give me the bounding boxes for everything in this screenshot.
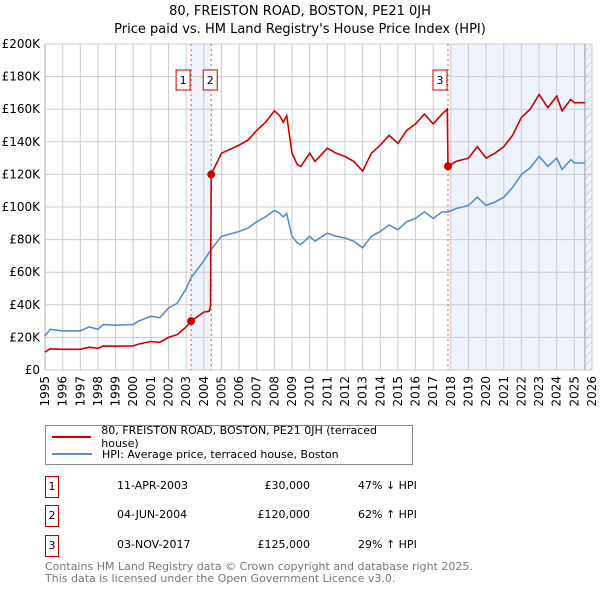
sale-hpi-diff: 29% ↑ HPI — [358, 538, 417, 551]
legend-label: 80, FREISTON ROAD, BOSTON, PE21 0JH (ter… — [101, 424, 378, 450]
x-tick-label: 2016 — [409, 376, 423, 407]
x-tick-label: 2018 — [444, 376, 458, 407]
x-tick-label: 1997 — [73, 376, 87, 407]
x-tick-label: 2002 — [162, 376, 176, 407]
sale-row: 3 03-NOV-2017 £125,000 29% ↑ HPI — [45, 535, 445, 557]
x-tick-label: 2019 — [461, 376, 475, 407]
y-tick-label: £60K — [9, 265, 41, 279]
sale-hpi-diff: 62% ↑ HPI — [358, 508, 417, 521]
sale-label-box — [202, 69, 218, 91]
sale-hpi-diff: 47% ↓ HPI — [358, 479, 417, 492]
y-tick-label: £140K — [2, 135, 42, 149]
legend-label: HPI: Average price, terraced house, Bost… — [102, 447, 339, 461]
sale-row: 1 11-APR-2003 £30,000 47% ↓ HPI — [45, 476, 445, 498]
footer-copyright: Contains HM Land Registry data © Crown c… — [45, 560, 473, 573]
chart-title: 80, FREISTON ROAD, BOSTON, PE21 0JH — [169, 4, 431, 19]
chart-legend: 80, FREISTON ROAD, BOSTON, PE21 0JH (ter… — [45, 424, 413, 465]
sale-label-text: 3 — [437, 74, 444, 87]
sale-point — [444, 162, 453, 171]
x-tick-label: 2012 — [338, 376, 352, 407]
x-tick-label: 2011 — [320, 376, 334, 407]
price-chart: 1995 1996 1997 1998 1999 2000 2001 2002 2003 2004… — [2, 37, 599, 407]
y-tick-label: £180K — [2, 70, 42, 84]
x-tick-label: 2009 — [285, 376, 299, 407]
x-tick-label: 2022 — [514, 376, 528, 407]
x-tick-label: 2021 — [497, 376, 511, 407]
x-tick-label: 2006 — [232, 376, 246, 407]
sale-label-text: 1 — [180, 74, 187, 87]
legend-swatch-blue — [52, 453, 92, 455]
sale-point — [207, 170, 216, 179]
chart-subtitle: Price paid vs. HM Land Registry's House … — [114, 22, 486, 37]
x-tick-label: 1998 — [91, 376, 105, 407]
legend-item-hpi: HPI: Average price, terraced house, Bost… — [52, 446, 339, 462]
sale-label-box — [432, 69, 448, 91]
sale-point — [187, 317, 196, 326]
y-tick-label: £40K — [9, 298, 41, 312]
x-tick-label: 2024 — [550, 376, 564, 407]
sale-price: £120,000 — [257, 508, 311, 521]
x-tick-label: 2020 — [479, 376, 493, 407]
sale-row: 2 04-JUN-2004 £120,000 62% ↑ HPI — [45, 505, 445, 527]
x-tick-label: 2000 — [126, 376, 140, 407]
sale-price: £125,000 — [257, 538, 311, 551]
x-tick-label: 2013 — [356, 376, 370, 407]
y-tick-label: £0 — [25, 363, 40, 377]
x-tick-label: 2003 — [179, 376, 193, 407]
sale-label: 2 — [202, 69, 218, 91]
sale-label: 1 — [175, 69, 191, 91]
sale-number: 3 — [45, 535, 59, 557]
x-tick-label: 1999 — [109, 376, 123, 407]
x-tick-label: 2026 — [585, 376, 599, 407]
x-tick-label: 2005 — [214, 376, 228, 407]
sale-date: 04-JUN-2004 — [117, 508, 188, 521]
x-tick-label: 2015 — [391, 376, 405, 407]
series-line — [44, 93, 585, 353]
sale-label-text: 2 — [207, 74, 214, 87]
x-tick-label: 2004 — [197, 376, 211, 407]
sale-date: 03-NOV-2017 — [117, 538, 191, 551]
y-tick-label: £20K — [9, 330, 41, 344]
y-tick-label: £100K — [2, 200, 42, 214]
x-tick-label: 2010 — [303, 376, 317, 407]
x-tick-label: 2017 — [426, 376, 440, 407]
sale-label: 3 — [432, 69, 448, 91]
x-tick-label: 1996 — [56, 376, 70, 407]
y-tick-label: £200K — [2, 37, 42, 51]
y-tick-label: £120K — [2, 167, 42, 181]
sale-label-box — [175, 69, 191, 91]
x-tick-label: 2008 — [267, 376, 281, 407]
x-tick-label: 2023 — [532, 376, 546, 407]
x-tick-label: 1995 — [38, 376, 52, 407]
legend-swatch-red — [52, 436, 92, 438]
sale-number: 1 — [45, 476, 59, 498]
x-tick-label: 2001 — [144, 376, 158, 407]
y-tick-label: £80K — [9, 233, 41, 247]
x-tick-label: 2025 — [567, 376, 581, 407]
y-tick-label: £160K — [2, 102, 42, 116]
legend-item-property: 80, FREISTON ROAD, BOSTON, PE21 0JH (ter… — [52, 424, 412, 450]
footer-licence: This data is licensed under the Open Gov… — [45, 572, 396, 585]
sale-date: 11-APR-2003 — [117, 479, 189, 492]
x-tick-label: 2014 — [373, 376, 387, 407]
series-line — [44, 155, 585, 337]
sale-price: £30,000 — [264, 479, 311, 492]
x-tick-label: 2007 — [250, 376, 264, 407]
sale-number: 2 — [45, 505, 59, 527]
